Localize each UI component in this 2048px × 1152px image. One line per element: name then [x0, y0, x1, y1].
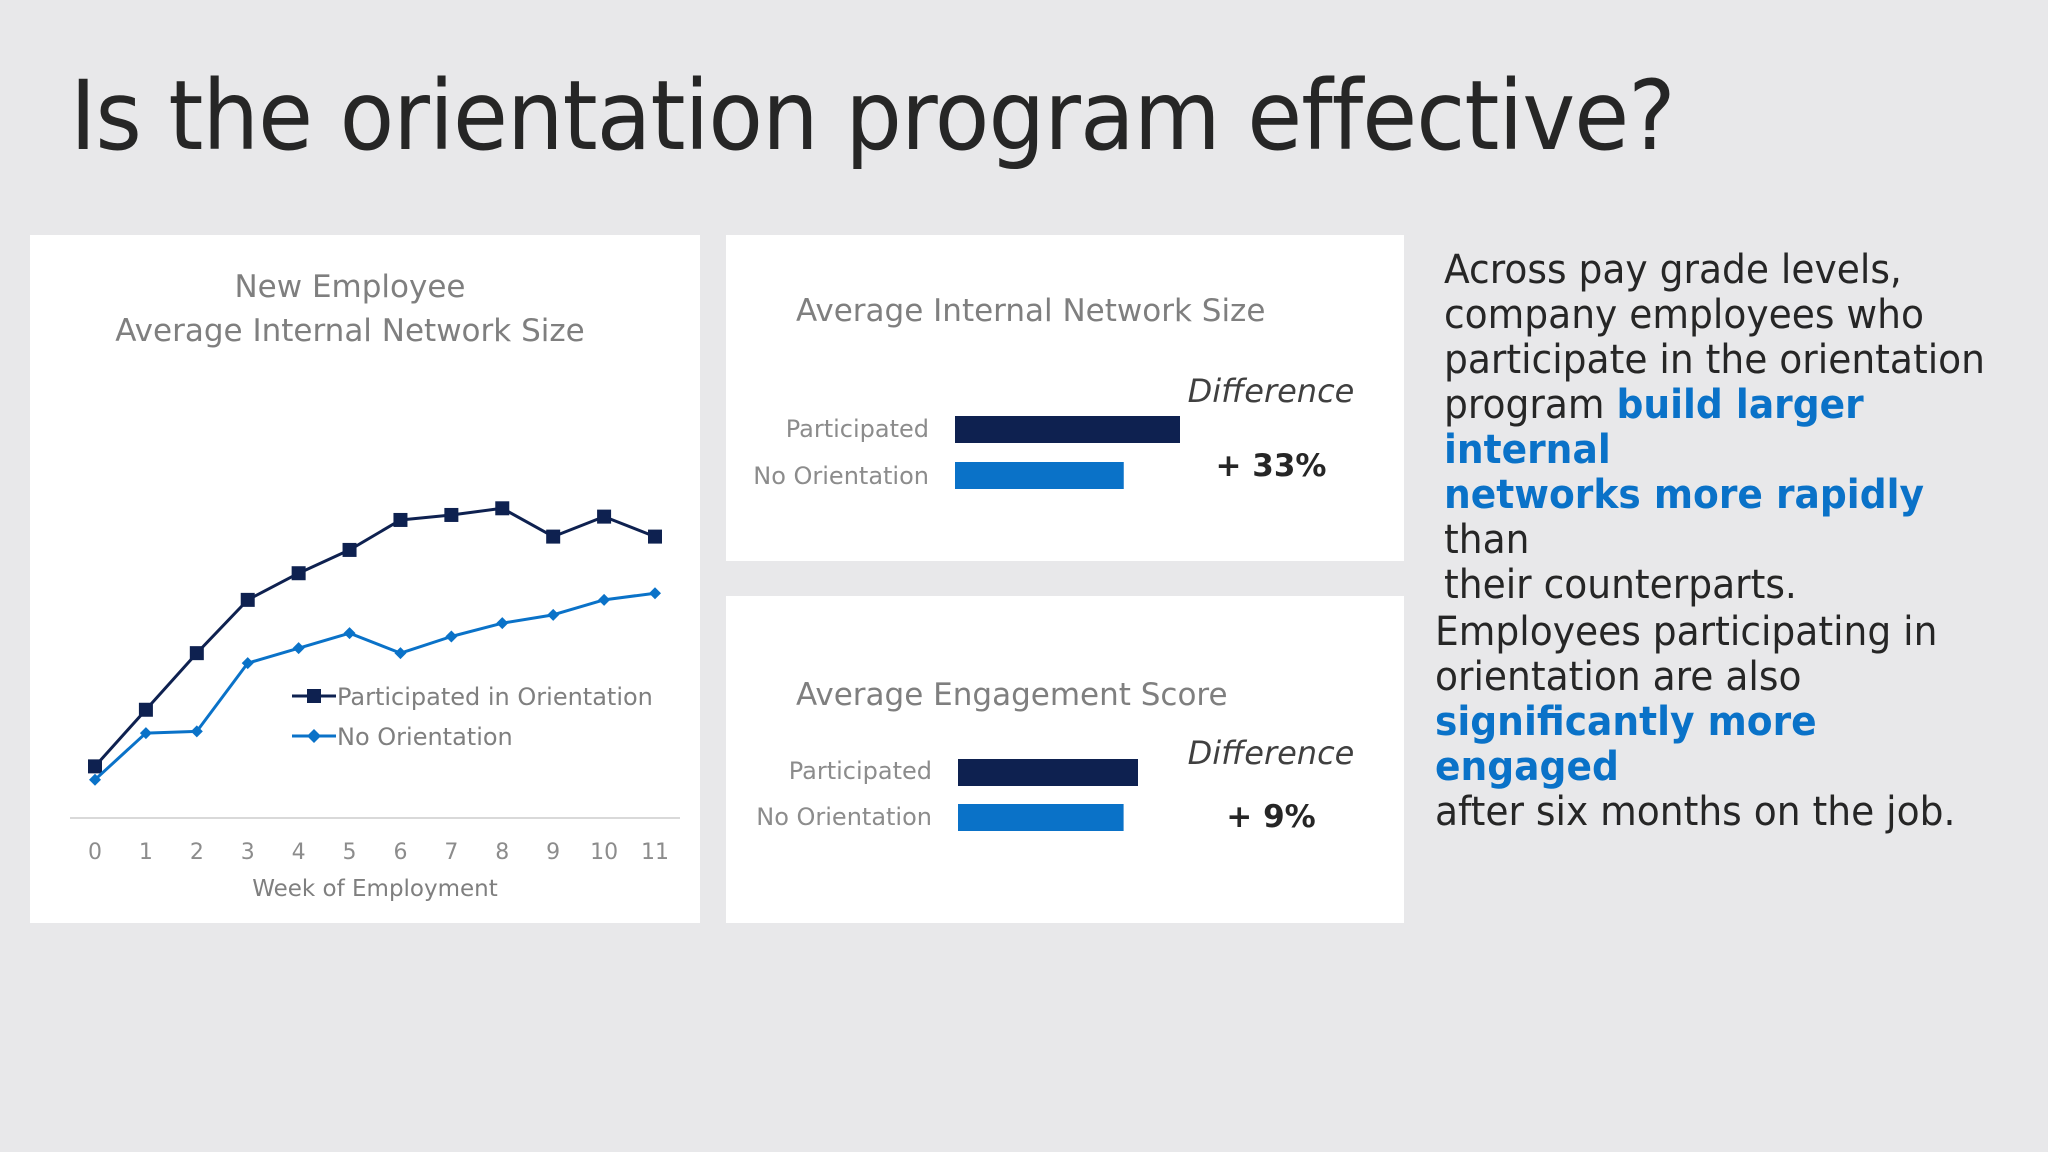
- data-point-s1-11: [649, 587, 661, 600]
- legend-label-no-orientation: No Orientation: [337, 723, 513, 751]
- data-point-s1-3: [241, 657, 254, 670]
- network-size-bar-title: Average Internal Network Size: [796, 293, 1265, 329]
- x-tick-label: 8: [495, 840, 509, 865]
- x-tick-label: 11: [641, 840, 669, 865]
- bar-no-orientation: [955, 462, 1124, 489]
- bar-participated: [958, 759, 1138, 786]
- legend-label-participated: Participated in Orientation: [337, 683, 653, 711]
- data-point-s1-4: [292, 642, 305, 655]
- difference-value: + 33%: [1216, 448, 1327, 484]
- callout-text: Across pay grade levels, company employe…: [1444, 247, 1985, 428]
- engagement-bar-title: Average Engagement Score: [796, 677, 1228, 713]
- difference-label: Difference: [1188, 734, 1355, 772]
- x-tick-label: 7: [444, 840, 458, 865]
- data-point-s1-6: [394, 647, 407, 660]
- data-point-s0-10: [597, 509, 612, 524]
- bar-category-no-orientation: No Orientation: [753, 462, 929, 490]
- data-point-s1-5: [343, 627, 356, 640]
- data-point-s0-5: [342, 542, 357, 557]
- network-size-bar-card: Average Internal Network Size Participat…: [726, 235, 1404, 561]
- x-tick-label: 9: [546, 840, 560, 865]
- line-chart: New Employee Average Internal Network Si…: [70, 269, 680, 902]
- bar-no-orientation: [958, 804, 1124, 831]
- legend-marker-square: [307, 689, 321, 703]
- x-tick-label: 3: [241, 840, 255, 865]
- x-tick-label: 2: [190, 840, 204, 865]
- data-point-s0-1: [138, 702, 153, 717]
- line-chart-title-line-1: New Employee: [234, 269, 465, 305]
- x-axis-label: Week of Employment: [252, 876, 498, 902]
- data-point-s0-0: [88, 759, 102, 774]
- data-point-s0-7: [444, 507, 459, 522]
- callout-network: Across pay grade levels, company employe…: [1444, 248, 1989, 608]
- x-axis-ticks: 0 1 2 3 4 5 6 7 8 9 10 11: [88, 840, 669, 865]
- x-tick-label: 0: [88, 840, 102, 865]
- data-point-s0-6: [393, 512, 408, 527]
- callout-text: than their counterparts.: [1444, 517, 1797, 608]
- x-tick-label: 1: [139, 840, 153, 865]
- line-chart-card: New Employee Average Internal Network Si…: [30, 235, 700, 923]
- x-tick-label: 10: [590, 840, 618, 865]
- data-point-s1-7: [445, 630, 458, 643]
- data-point-s0-3: [240, 592, 255, 607]
- data-point-s1-0: [89, 773, 101, 786]
- series-line-1: [93, 591, 656, 781]
- x-tick-label: 5: [343, 840, 357, 865]
- x-tick-label: 6: [393, 840, 407, 865]
- bar-category-participated: Participated: [789, 757, 932, 785]
- legend-marker-diamond: [307, 729, 321, 743]
- legend-item-no-orientation: No Orientation: [292, 723, 513, 751]
- legend-item-participated: Participated in Orientation: [292, 683, 653, 711]
- difference-value: + 9%: [1226, 799, 1315, 835]
- line-plot-area: [88, 501, 662, 786]
- x-tick-label: 4: [292, 840, 306, 865]
- callout-highlight: significantly more engaged: [1435, 699, 1817, 790]
- series-line-0: [93, 506, 656, 768]
- engagement-bar-card: Average Engagement Score Participated No…: [726, 596, 1404, 923]
- legend: Participated in Orientation No Orientati…: [292, 683, 653, 751]
- data-point-s0-2: [189, 646, 204, 661]
- line-chart-title-line-2: Average Internal Network Size: [115, 313, 584, 349]
- bar-category-no-orientation: No Orientation: [756, 803, 932, 831]
- bar-category-participated: Participated: [786, 415, 929, 443]
- callout-engagement: Employees participating in orientation a…: [1435, 609, 1980, 836]
- engagement-bars: [958, 759, 1138, 831]
- data-point-s0-11: [648, 529, 662, 544]
- data-point-s1-10: [598, 593, 611, 606]
- data-point-s1-2: [190, 725, 203, 738]
- engagement-bar-chart: Average Engagement Score Participated No…: [756, 677, 1355, 835]
- data-point-s0-9: [546, 529, 561, 544]
- data-point-s0-8: [495, 501, 510, 516]
- network-size-bars: [955, 416, 1180, 489]
- data-point-s1-1: [139, 727, 152, 740]
- callout-text: after six months on the job.: [1435, 789, 1956, 835]
- bar-participated: [955, 416, 1180, 443]
- callout-highlight: build larger internal networks more rapi…: [1444, 382, 1925, 518]
- data-point-s1-9: [547, 608, 560, 621]
- network-size-bar-chart: Average Internal Network Size Participat…: [753, 293, 1355, 490]
- data-point-s1-8: [496, 617, 509, 630]
- callout-text: Employees participating in orientation a…: [1435, 609, 1938, 700]
- data-point-s0-4: [291, 566, 306, 581]
- difference-label: Difference: [1188, 372, 1355, 410]
- slide-title: Is the orientation program effective?: [70, 60, 1676, 172]
